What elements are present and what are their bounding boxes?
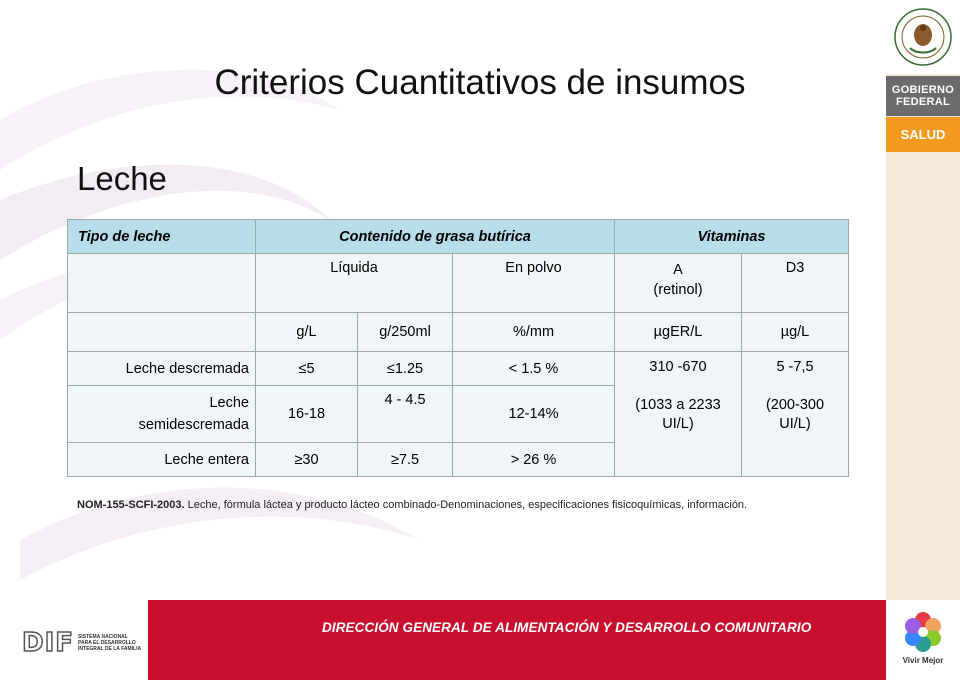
subheader-vit-a: A (retinol) [614, 253, 742, 313]
salud-badge: SALUD [886, 117, 960, 152]
mexico-seal-icon [886, 0, 960, 74]
reference-code: NOM-155-SCFI-2003. [77, 499, 185, 511]
vit-d3-value: 5 -7,5 [776, 359, 814, 375]
gobierno-line2: FEDERAL [895, 96, 951, 108]
vit-a-range: (1033 a 2233 UI/L) [635, 397, 721, 432]
row-pct: 12-14% [452, 385, 615, 443]
dif-caption-line: SISTEMA NACIONAL [78, 634, 128, 640]
dif-area [0, 600, 148, 680]
unit-pct: %/mm [452, 312, 615, 352]
vivir-mejor-flower-icon [905, 612, 941, 652]
row-gl: ≥30 [255, 442, 358, 477]
row-gl: 16-18 [255, 385, 358, 443]
vit-a-value: 310 -670 [649, 359, 707, 375]
unit-ugl: µg/L [741, 312, 849, 352]
vit-a-cell: 310 -670 (1033 a 2233 UI/L) [614, 351, 742, 477]
table-header-row: Tipo de leche Contenido de grasa butíric… [67, 219, 849, 254]
row-gl: ≤5 [255, 351, 358, 386]
section-title: Leche [77, 160, 167, 197]
dif-caption: SISTEMA NACIONAL PARA EL DESARROLLO INTE… [78, 634, 141, 652]
row-type: Leche semidescremada [67, 385, 256, 443]
vivir-mejor-label: Vivir Mejor [902, 656, 944, 665]
unit-ugerl: µgER/L [614, 312, 742, 352]
row-type: Leche entera [67, 442, 256, 477]
table-subheader-row: Líquida En polvo A (retinol) D3 [67, 253, 849, 313]
vivir-mejor-logo: Vivir Mejor [886, 600, 960, 680]
footer-title: DIRECCIÓN GENERAL DE ALIMENTACIÓN Y DESA… [322, 620, 812, 635]
row-g250: ≥7.5 [357, 442, 453, 477]
gobierno-federal-badge: GOBIERNO FEDERAL [886, 76, 960, 116]
table-row: Leche semidescremada 16-18 4 - 4.5 12-14… [67, 385, 849, 443]
footer-bar [148, 600, 886, 680]
milk-criteria-table: Tipo de leche Contenido de grasa butíric… [67, 219, 849, 477]
unit-gl: g/L [255, 312, 358, 352]
vit-d3-cell: 5 -7,5 (200-300 UI/L) [741, 351, 849, 477]
vit-d3-range: (200-300 UI/L) [765, 397, 825, 432]
unit-g250: g/250ml [357, 312, 453, 352]
row-g250: 4 - 4.5 [357, 385, 453, 443]
subheader-liquid: Líquida [255, 253, 453, 313]
dif-letters: DIF [21, 627, 75, 659]
header-vitamins: Vitaminas [614, 219, 849, 254]
dif-caption-line: INTEGRAL DE LA FAMILIA [78, 646, 142, 652]
empty-cell [67, 253, 256, 313]
dif-logo: DIF SISTEMA NACIONAL PARA EL DESARROLLO … [21, 627, 141, 659]
row-pct: < 1.5 % [452, 351, 615, 386]
table-row: Leche descremada ≤5 ≤1.25 < 1.5 % 310 -6… [67, 351, 849, 477]
row-pct: > 26 % [452, 442, 615, 477]
row-type: Leche descremada [67, 351, 256, 386]
empty-cell [67, 312, 256, 352]
table-row: Leche entera ≥30 ≥7.5 > 26 % [67, 442, 849, 477]
page-title: Criterios Cuantitativos de insumos [214, 63, 746, 102]
dif-caption-line: PARA EL DESARROLLO [78, 640, 136, 646]
header-type: Tipo de leche [67, 219, 256, 254]
background-curves [0, 69, 420, 580]
header-fat: Contenido de grasa butírica [255, 219, 615, 254]
row-g250: ≤1.25 [357, 351, 453, 386]
reference-text: Leche, fórmula láctea y producto lácteo … [187, 499, 748, 511]
table-units-row: g/L g/250ml %/mm µgER/L µg/L [67, 312, 849, 352]
subheader-vit-d3: D3 [741, 253, 849, 313]
reference-note: NOM-155-SCFI-2003. Leche, fórmula láctea… [77, 497, 837, 513]
subheader-powder: En polvo [452, 253, 615, 313]
gobierno-line1: GOBIERNO [891, 84, 955, 96]
